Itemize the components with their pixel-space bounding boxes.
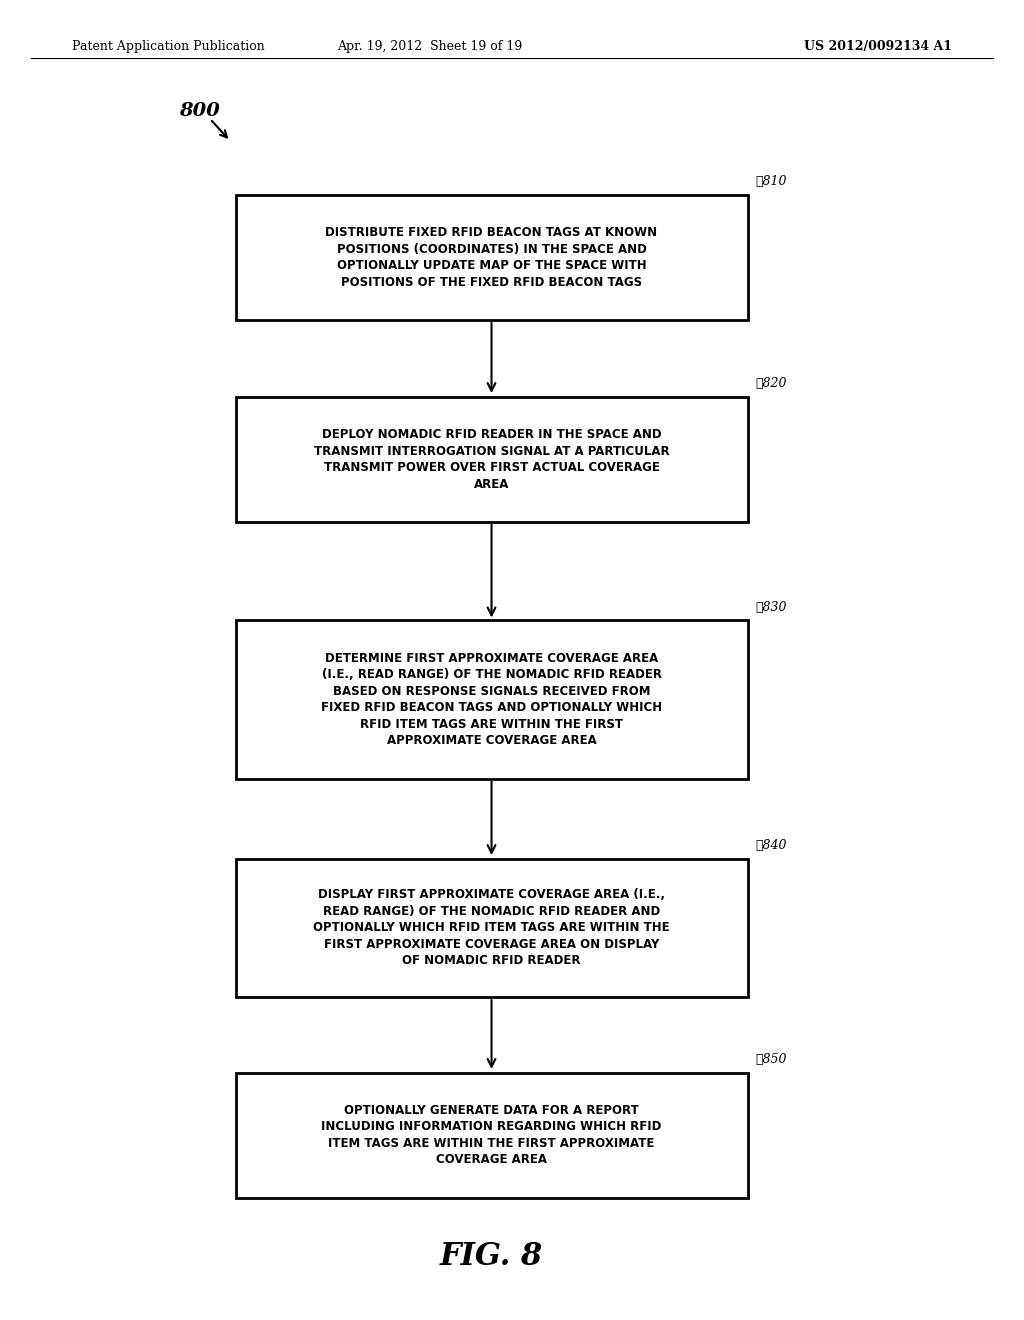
Text: DISTRIBUTE FIXED RFID BEACON TAGS AT KNOWN
POSITIONS (COORDINATES) IN THE SPACE : DISTRIBUTE FIXED RFID BEACON TAGS AT KNO… bbox=[326, 226, 657, 289]
Text: DISPLAY FIRST APPROXIMATE COVERAGE AREA (I.E.,
READ RANGE) OF THE NOMADIC RFID R: DISPLAY FIRST APPROXIMATE COVERAGE AREA … bbox=[313, 888, 670, 968]
Bar bbox=[236, 396, 748, 521]
Text: ⸏850: ⸏850 bbox=[756, 1053, 787, 1067]
Text: ⸏820: ⸏820 bbox=[756, 378, 787, 391]
Text: ⸏830: ⸏830 bbox=[756, 601, 787, 614]
Text: ⸏810: ⸏810 bbox=[756, 176, 787, 187]
Bar bbox=[236, 620, 748, 779]
Text: ⸏840: ⸏840 bbox=[756, 840, 787, 853]
Text: OPTIONALLY GENERATE DATA FOR A REPORT
INCLUDING INFORMATION REGARDING WHICH RFID: OPTIONALLY GENERATE DATA FOR A REPORT IN… bbox=[322, 1104, 662, 1167]
Text: DETERMINE FIRST APPROXIMATE COVERAGE AREA
(I.E., READ RANGE) OF THE NOMADIC RFID: DETERMINE FIRST APPROXIMATE COVERAGE ARE… bbox=[321, 652, 663, 747]
Text: DEPLOY NOMADIC RFID READER IN THE SPACE AND
TRANSMIT INTERROGATION SIGNAL AT A P: DEPLOY NOMADIC RFID READER IN THE SPACE … bbox=[313, 428, 670, 491]
Bar bbox=[236, 859, 748, 998]
Bar bbox=[236, 195, 748, 319]
Bar bbox=[236, 1072, 748, 1199]
Text: Patent Application Publication: Patent Application Publication bbox=[72, 40, 264, 53]
Text: FIG. 8: FIG. 8 bbox=[440, 1241, 543, 1272]
Text: 800: 800 bbox=[179, 102, 220, 120]
Text: US 2012/0092134 A1: US 2012/0092134 A1 bbox=[804, 40, 952, 53]
Text: Apr. 19, 2012  Sheet 19 of 19: Apr. 19, 2012 Sheet 19 of 19 bbox=[338, 40, 522, 53]
